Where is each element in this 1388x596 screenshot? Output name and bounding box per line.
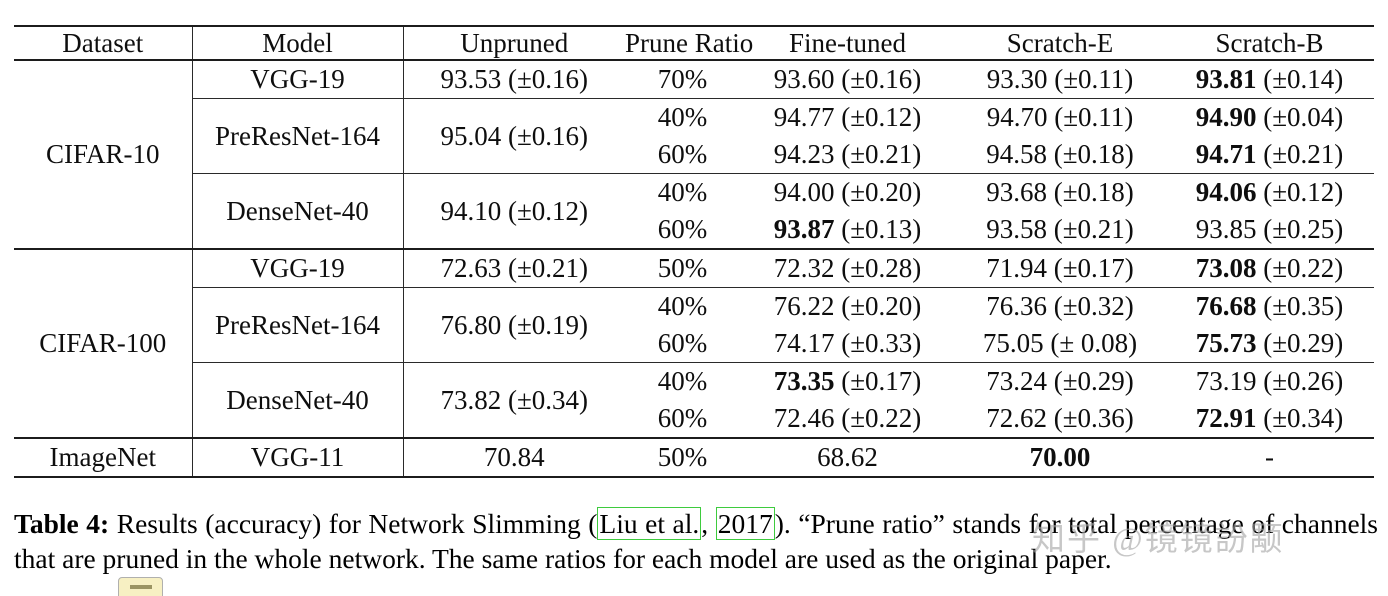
model-cell: VGG-19 — [192, 248, 404, 288]
scratch-e-cell: 75.05 (± 0.08) — [982, 328, 1138, 358]
prune-ratio-cell: 60% — [657, 214, 708, 244]
prune-ratio-cell: 40% — [625, 98, 740, 136]
caption-text-2: ). “Prune ratio” stands for total percen… — [14, 508, 1378, 574]
scratch-b-cell: 93.81 (±0.14) — [1165, 59, 1374, 99]
scratch-e-cell: 72.62 (±0.36) — [986, 403, 1134, 433]
caption-separator: , — [701, 508, 716, 539]
fine-tuned-cell: 76.22 (±0.20) — [740, 287, 955, 325]
scratch-b-cell: 75.73 (±0.29) — [1195, 328, 1344, 358]
table-row: PreResNet-164 76.80 (±0.19) 40% 76.22 (±0.2… — [14, 287, 1374, 363]
header-scratch-e: Scratch-E — [955, 25, 1165, 61]
fine-tuned-cell: 72.32 (±0.28) — [740, 248, 955, 288]
scratch-e-cell: 94.70 (±0.11) — [955, 98, 1165, 136]
table-row: 60% 72.46 (±0.22) 72.62 (±0.36) 72.91 (±0.3… — [14, 400, 1374, 438]
fine-tuned-cell: 73.35 (±0.17) — [740, 362, 955, 400]
table-row: CIFAR-100 VGG-19 72.63 (±0.21) 50% 72.32 (±0… — [14, 248, 1374, 438]
header-dataset: Dataset — [14, 25, 193, 61]
fine-tuned-cell: 72.46 (±0.22) — [773, 403, 922, 433]
scratch-e-cell: 94.58 (±0.18) — [986, 139, 1134, 169]
prune-ratio-cell: 60% — [657, 328, 708, 358]
model-cell: PreResNet-164 — [192, 98, 404, 174]
scratch-b-cell: 93.85 (±0.25) — [1195, 214, 1344, 244]
scratch-e-cell: 71.94 (±0.17) — [955, 248, 1165, 288]
table-row: DenseNet-40 73.82 (±0.34) 40% 73.35 (±0.17)… — [14, 362, 1374, 438]
table-row: 60% 74.17 (±0.33) 75.05 (± 0.08) 75.73 (±0.… — [14, 325, 1374, 363]
scratch-e-cell: 76.36 (±0.32) — [955, 287, 1165, 325]
prune-ratio-cell: 40% — [625, 287, 740, 325]
results-table: Dataset Model Unpruned Prune Ratio Fine-… — [14, 25, 1374, 478]
sticky-note-icon[interactable] — [118, 577, 163, 596]
citation-link-authors[interactable]: Liu et al. — [597, 507, 702, 540]
fine-tuned-cell: 94.00 (±0.20) — [740, 173, 955, 211]
table-row: 60% 93.87 (±0.13) 93.58 (±0.21) 93.85 (±0.2… — [14, 211, 1374, 249]
prune-ratio-cell: 70% — [625, 59, 740, 99]
caption-label: Table 4: — [14, 508, 110, 539]
prune-ratio-cell: 40% — [625, 362, 740, 400]
scratch-b-cell: 72.91 (±0.34) — [1195, 403, 1344, 433]
scratch-e-cell: 93.58 (±0.21) — [986, 214, 1134, 244]
header-unpruned: Unpruned — [403, 25, 625, 61]
fine-tuned-cell: 93.60 (±0.16) — [740, 59, 955, 99]
prune-ratio-cell: 50% — [625, 248, 740, 288]
scratch-e-cell: 70.00 — [955, 437, 1165, 477]
table-row: 60% 94.23 (±0.21) 94.58 (±0.18) 94.71 (±0.2… — [14, 136, 1374, 174]
fine-tuned-cell: 94.23 (±0.21) — [773, 139, 922, 169]
sticky-note-dash — [129, 585, 152, 589]
fine-tuned-cell: 94.77 (±0.12) — [740, 98, 955, 136]
dataset-cell: ImageNet — [14, 437, 193, 477]
scratch-e-cell: 93.30 (±0.11) — [955, 59, 1165, 99]
scratch-b-cell: 94.71 (±0.21) — [1195, 139, 1344, 169]
table-row: CIFAR-10 VGG-19 93.53 (±0.16) 70% 93.60 (±0.… — [14, 59, 1374, 249]
unpruned-cell: 95.04 (±0.16) — [403, 98, 625, 174]
citation-link-year[interactable]: 2017 — [715, 507, 775, 540]
prune-ratio-cell: 50% — [625, 437, 740, 477]
scratch-b-cell: 94.90 (±0.04) — [1165, 98, 1374, 136]
table-caption: Table 4: Results (accuracy) for Network … — [14, 506, 1378, 576]
unpruned-cell: 94.10 (±0.12) — [403, 173, 625, 249]
model-cell: DenseNet-40 — [192, 173, 404, 249]
dataset-cell: CIFAR-10 — [14, 59, 193, 249]
scratch-b-cell: - — [1165, 437, 1374, 477]
dataset-cell: CIFAR-100 — [14, 248, 193, 438]
scratch-b-cell: 73.19 (±0.26) — [1165, 362, 1374, 400]
scratch-e-cell: 93.68 (±0.18) — [955, 173, 1165, 211]
unpruned-cell: 76.80 (±0.19) — [403, 287, 625, 363]
prune-ratio-cell: 40% — [625, 173, 740, 211]
scratch-b-cell: 73.08 (±0.22) — [1165, 248, 1374, 288]
fine-tuned-cell: 93.87 (±0.13) — [773, 214, 922, 244]
header-scratch-b: Scratch-B — [1165, 25, 1374, 61]
header-prune-ratio: Prune Ratio — [625, 25, 753, 61]
model-cell: VGG-11 — [192, 437, 404, 477]
unpruned-cell: 93.53 (±0.16) — [403, 59, 625, 99]
scratch-b-cell: 94.06 (±0.12) — [1165, 173, 1374, 211]
fine-tuned-cell: 74.17 (±0.33) — [773, 328, 922, 358]
unpruned-cell: 70.84 — [403, 437, 625, 477]
table-row: ImageNet VGG-11 70.84 50% 68.62 70.00- — [14, 437, 1374, 477]
caption-text: Results (accuracy) for Network Slimming … — [109, 508, 598, 539]
table-header-row: Dataset Model Unpruned Prune Ratio Fine-… — [14, 25, 1374, 61]
prune-ratio-cell: 60% — [657, 139, 708, 169]
table-row: DenseNet-40 94.10 (±0.12) 40% 94.00 (±0.20)… — [14, 173, 1374, 249]
results-table-body: CIFAR-10 VGG-19 93.53 (±0.16) 70% 93.60 (±0.… — [14, 59, 1374, 477]
unpruned-cell: 72.63 (±0.21) — [403, 248, 625, 288]
header-model: Model — [192, 25, 404, 61]
unpruned-cell: 73.82 (±0.34) — [403, 362, 625, 438]
prune-ratio-cell: 60% — [657, 403, 708, 433]
model-cell: PreResNet-164 — [192, 287, 404, 363]
scratch-e-cell: 73.24 (±0.29) — [955, 362, 1165, 400]
table-row: PreResNet-164 95.04 (±0.16) 40% 94.77 (±0.1… — [14, 98, 1374, 174]
scratch-b-cell: 76.68 (±0.35) — [1165, 287, 1374, 325]
fine-tuned-cell: 68.62 — [740, 437, 955, 477]
model-cell: DenseNet-40 — [192, 362, 404, 438]
header-fine-tuned: Fine-tuned — [740, 25, 955, 61]
model-cell: VGG-19 — [192, 59, 404, 99]
